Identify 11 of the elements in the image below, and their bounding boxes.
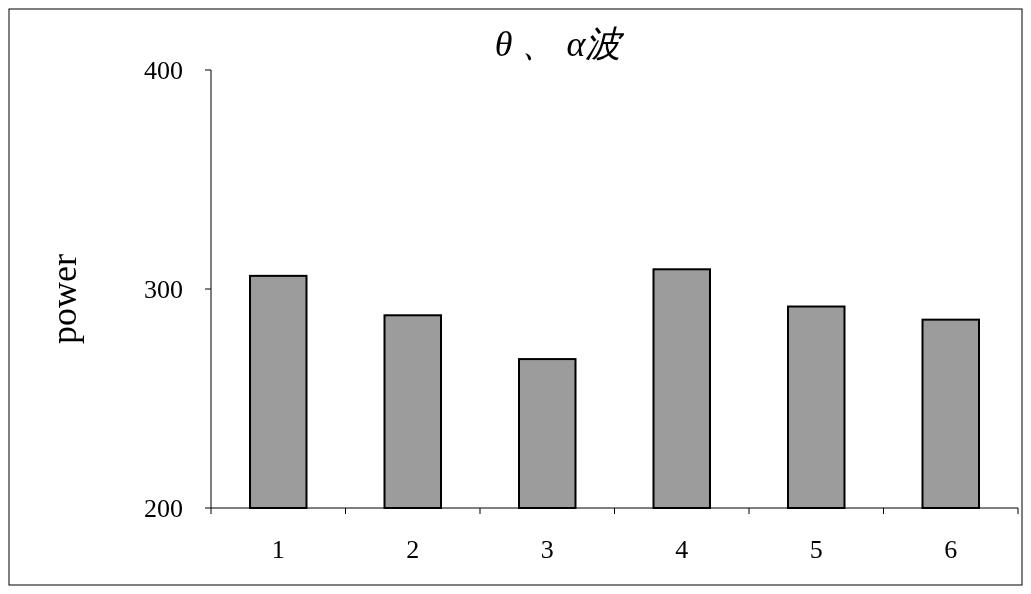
y-axis-title: power xyxy=(44,254,84,344)
x-tick-label: 1 xyxy=(271,535,285,564)
x-tick-label: 3 xyxy=(540,535,554,564)
y-tick-label: 200 xyxy=(144,494,183,524)
x-tick-label: 5 xyxy=(809,535,823,564)
y-tick-label: 300 xyxy=(144,275,183,305)
x-tick-label: 2 xyxy=(406,535,420,564)
chart-title: θ 、 α波 xyxy=(494,24,625,64)
x-tick-label: 6 xyxy=(944,535,958,564)
y-tick-label: 400 xyxy=(144,56,183,86)
x-tick-label: 4 xyxy=(675,535,689,564)
